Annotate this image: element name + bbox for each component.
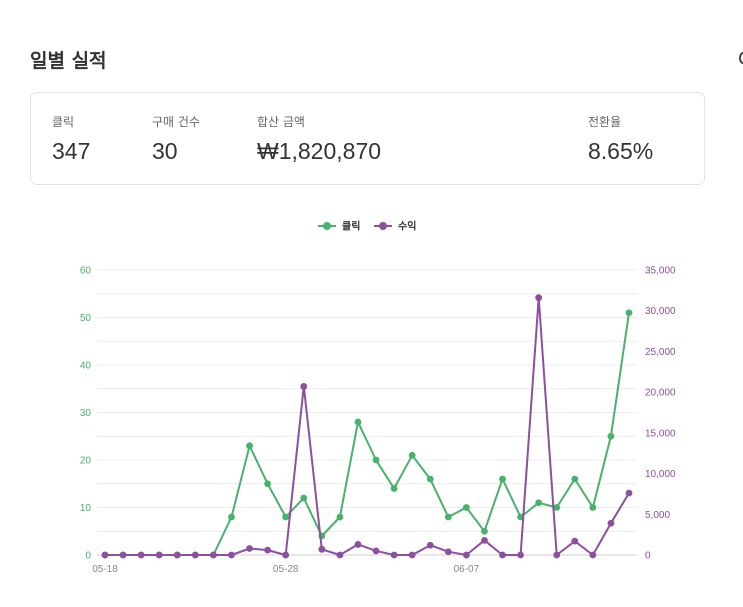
data-point-revenue — [625, 489, 633, 497]
y-right-tick-label: 25,000 — [645, 347, 676, 358]
legend-label: 수익 — [398, 221, 416, 233]
y-right-tick-label: 20,000 — [645, 388, 676, 399]
data-point-revenue — [246, 545, 253, 552]
data-point-clicks — [481, 527, 488, 535]
data-point-revenue — [408, 551, 416, 559]
data-point-clicks — [589, 504, 597, 511]
data-point-revenue — [282, 551, 290, 559]
stat-amount-value: ₩1,820,870 — [257, 138, 382, 164]
stat-clicks: 클릭 347 — [52, 113, 90, 165]
legend-marker — [379, 222, 387, 230]
performance-line-chart: 0 10 20 30 40 50 60 0 5,000 10,000 15,000 20,000 25,… — [80, 221, 676, 576]
stat-orders-value: 30 — [152, 138, 178, 164]
series-line-revenue — [105, 296, 630, 556]
data-point-clicks — [228, 513, 235, 521]
data-point-clicks — [336, 513, 344, 521]
data-point-revenue — [372, 547, 380, 555]
stat-orders: 구매 건수 30 — [152, 113, 200, 165]
data-point-clicks — [535, 499, 543, 507]
data-point-clicks — [300, 494, 308, 502]
stat-amount-label: 합산 금액 — [257, 115, 305, 129]
data-point-clicks — [372, 456, 380, 464]
data-point-clicks — [607, 432, 615, 440]
data-point-clicks — [553, 504, 561, 511]
stat-clicks-label: 클릭 — [52, 115, 75, 129]
legend-item-clicks[interactable]: 클릭 — [318, 221, 360, 233]
data-point-revenue — [264, 546, 272, 554]
stat-orders-label: 구매 건수 — [152, 115, 200, 129]
y-right-tick-label: 0 — [645, 551, 651, 562]
data-point-revenue — [173, 551, 181, 559]
page-title: 일별 실적 — [30, 50, 107, 72]
data-point-revenue — [607, 519, 615, 527]
data-point-clicks — [625, 309, 633, 317]
series-line-clicks — [105, 312, 630, 556]
data-point-revenue — [137, 551, 145, 559]
data-point-revenue — [426, 541, 434, 549]
data-point-revenue — [336, 551, 344, 559]
data-point-revenue — [300, 383, 308, 390]
data-point-revenue — [228, 551, 235, 559]
x-tick-label: 06-07 — [454, 564, 480, 575]
data-point-revenue — [553, 551, 561, 559]
y-left-tick-label: 10 — [80, 503, 92, 514]
axes: 0 10 20 30 40 50 60 0 5,000 10,000 15,000 20,000 25,… — [80, 266, 676, 576]
data-point-revenue — [101, 551, 109, 559]
data-point-revenue — [318, 545, 326, 553]
data-point-clicks — [390, 485, 398, 492]
legend[interactable]: 클릭 수익 — [318, 221, 416, 233]
y-right-tick-label: 35,000 — [645, 266, 676, 277]
data-point-clicks — [264, 480, 272, 488]
y-left-tick-label: 60 — [80, 266, 92, 277]
data-point-revenue — [571, 537, 579, 545]
y-right-tick-label: 10,000 — [645, 469, 676, 480]
legend-item-revenue[interactable]: 수익 — [374, 221, 416, 233]
data-point-revenue — [119, 551, 127, 559]
data-point-revenue — [481, 536, 488, 544]
data-point-revenue — [462, 551, 470, 559]
data-point-revenue — [589, 551, 597, 559]
data-point-revenue — [517, 551, 524, 559]
data-point-revenue — [444, 548, 452, 556]
stat-amount: 합산 금액 ₩1,820,870 — [257, 113, 381, 165]
stat-conversion: 전환율 8.65% — [588, 113, 653, 165]
data-point-clicks — [408, 451, 416, 459]
data-point-revenue — [191, 551, 199, 559]
x-tick-label: 05-28 — [273, 564, 299, 575]
y-left-tick-label: 30 — [80, 408, 92, 419]
y-right-tick-label: 30,000 — [645, 306, 676, 317]
stat-conversion-label: 전환율 — [588, 115, 622, 129]
legend-marker — [323, 222, 331, 230]
data-point-clicks — [282, 513, 290, 521]
data-point-clicks — [571, 475, 579, 483]
y-left-tick-label: 0 — [85, 551, 91, 562]
y-left-tick-label: 20 — [80, 456, 92, 467]
data-point-revenue — [390, 551, 398, 559]
y-right-tick-label: 15,000 — [645, 428, 676, 439]
stat-clicks-value: 347 — [52, 138, 91, 164]
data-point-clicks — [354, 418, 362, 426]
data-point-revenue — [354, 541, 362, 548]
y-right-tick-label: 5,000 — [645, 510, 670, 521]
summary-card: 클릭 347 구매 건수 30 합산 금액 ₩1,820,870 전환율 8.6… — [30, 92, 705, 185]
grid-lines — [97, 269, 637, 556]
data-point-clicks — [426, 475, 434, 483]
clipped-icon — [739, 52, 743, 64]
data-point-clicks — [499, 475, 506, 483]
data-point-revenue — [210, 551, 217, 559]
data-point-clicks — [462, 504, 470, 511]
data-point-revenue — [535, 294, 543, 302]
series — [101, 294, 633, 559]
data-point-revenue — [155, 551, 163, 559]
x-tick-label: 05-18 — [92, 564, 118, 575]
y-left-tick-label: 50 — [80, 313, 92, 324]
stat-conversion-value: 8.65% — [588, 138, 654, 164]
data-point-revenue — [499, 551, 506, 559]
y-left-tick-label: 40 — [80, 361, 92, 372]
legend-label: 클릭 — [342, 221, 360, 233]
data-point-clicks — [246, 442, 253, 450]
data-point-clicks — [444, 513, 452, 521]
